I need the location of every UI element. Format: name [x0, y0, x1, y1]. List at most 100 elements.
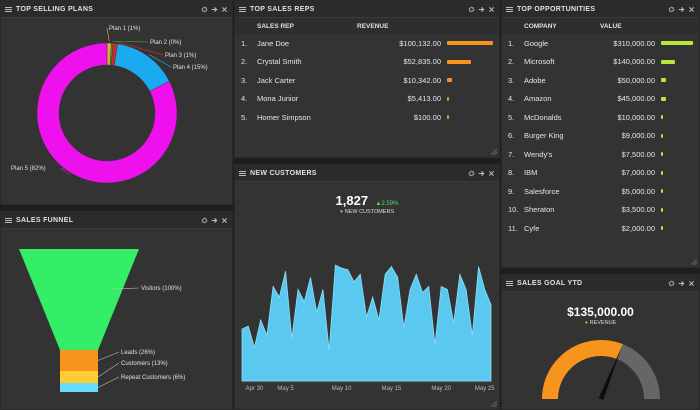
donut-leader-line: [60, 167, 70, 175]
share-icon[interactable]: [678, 6, 685, 13]
row-value: $9,000.00: [621, 131, 655, 141]
row-value: $2,000.00: [621, 223, 655, 233]
donut-slice[interactable]: [36, 42, 178, 184]
row-name: Sheraton: [524, 205, 555, 215]
new-customers-total: 1,827: [335, 193, 369, 208]
value-bar: [661, 152, 663, 157]
funnel-leader-line: [97, 351, 120, 361]
table-row: 1. Jane Doe $100,132.00: [235, 34, 499, 53]
resize-handle-icon[interactable]: [491, 149, 497, 155]
row-rank: 4.: [508, 94, 515, 104]
gear-icon[interactable]: [468, 6, 475, 13]
row-rank: 3.: [508, 75, 515, 85]
funnel-stage[interactable]: [60, 350, 98, 371]
row-name: Jane Doe: [257, 38, 290, 48]
close-icon[interactable]: [488, 6, 495, 13]
value-bar: [661, 78, 667, 83]
column-header-sales-rep: SALES REP: [257, 22, 294, 30]
row-name: Burger King: [524, 131, 564, 141]
row-value: $7,500.00: [621, 149, 655, 159]
top-selling-plans-widget: TOP SELLING PLANS Plan 1 (1%) Plan 2 (0%)…: [0, 0, 233, 205]
funnel-stage[interactable]: [60, 383, 98, 392]
row-name: IBM: [524, 168, 538, 178]
resize-handle-icon[interactable]: [691, 259, 697, 265]
sales-funnel-widget: SALES FUNNEL Visitors (100%) Leads (26%) C…: [0, 211, 233, 410]
row-rank: 4.: [241, 94, 248, 104]
donut-slice[interactable]: [114, 43, 170, 92]
table-row: 4. Mona Junior $5,413.00: [235, 90, 499, 109]
funnel-leader-line: [97, 362, 120, 378]
share-icon[interactable]: [478, 170, 485, 177]
widget-header[interactable]: TOP OPPORTUNITIES: [502, 1, 699, 18]
funnel-stage-label: Customers (13%): [121, 361, 168, 367]
close-icon[interactable]: [221, 6, 228, 13]
gear-icon[interactable]: [201, 6, 208, 13]
row-value: $50,000.00: [617, 75, 655, 85]
area-series: [241, 264, 492, 382]
gear-icon[interactable]: [201, 217, 208, 224]
row-rank: 3.: [241, 75, 248, 85]
funnel-stage-label: Leads (26%): [121, 350, 155, 356]
row-rank: 11.: [508, 223, 518, 233]
donut-leader-line: [112, 40, 149, 43]
table-row: 6. Burger King $9,000.00: [502, 127, 699, 146]
gauge-chart: [542, 340, 660, 400]
row-name: Cyfe: [524, 223, 540, 233]
x-tick-label: May 10: [332, 386, 352, 392]
row-rank: 10.: [508, 205, 519, 215]
widget-header[interactable]: NEW CUSTOMERS: [235, 165, 499, 182]
row-value: $10,342.00: [403, 75, 441, 85]
donut-leader-line: [106, 27, 110, 42]
close-icon[interactable]: [688, 6, 695, 13]
new-customers-widget: NEW CUSTOMERS 1,827 ▲2.59% ● NEW CUSTOME…: [234, 164, 500, 410]
widget-header[interactable]: SALES FUNNEL: [1, 212, 232, 229]
share-icon[interactable]: [678, 280, 685, 287]
row-rank: 2.: [241, 57, 248, 67]
close-icon[interactable]: [221, 217, 228, 224]
table-row: 3. Adobe $50,000.00: [502, 71, 699, 90]
row-name: Salesforce: [524, 186, 560, 196]
widget-header[interactable]: SALES GOAL YTD: [502, 275, 699, 292]
row-rank: 8.: [508, 168, 515, 178]
gear-icon[interactable]: [468, 170, 475, 177]
table-row: 5. Homer Simpson $100.00: [235, 108, 499, 127]
close-icon[interactable]: [488, 170, 495, 177]
legend-label: NEW CUSTOMERS: [344, 209, 395, 215]
value-bar: [661, 207, 663, 212]
gear-icon[interactable]: [668, 280, 675, 287]
opportunities-table: COMPANY VALUE 1. Google $310,000.00 2. Micro…: [502, 18, 699, 238]
widget-header[interactable]: TOP SELLING PLANS: [1, 1, 232, 18]
column-header-value: VALUE: [600, 22, 622, 30]
funnel-stage[interactable]: [60, 371, 98, 383]
menu-icon[interactable]: [506, 282, 513, 284]
menu-icon[interactable]: [239, 172, 246, 174]
donut-slice-label: Plan 1 (1%): [109, 26, 140, 32]
value-bar: [661, 226, 663, 231]
share-icon[interactable]: [478, 6, 485, 13]
gear-icon[interactable]: [668, 6, 675, 13]
row-value: $5,413.00: [407, 94, 441, 104]
menu-icon[interactable]: [506, 8, 513, 10]
value-bar: [661, 59, 676, 64]
value-bar: [661, 41, 693, 46]
funnel-stage[interactable]: [19, 249, 139, 350]
row-name: Jack Carter: [257, 75, 296, 85]
menu-icon[interactable]: [5, 8, 12, 10]
top-sales-reps-widget: TOP SALES REPS SALES REP REVENUE 1. Jane …: [234, 0, 500, 158]
table-row: 9. Salesforce $5,000.00: [502, 182, 699, 201]
row-name: Homer Simpson: [257, 112, 311, 122]
menu-icon[interactable]: [5, 219, 12, 221]
share-icon[interactable]: [211, 217, 218, 224]
row-rank: 7.: [508, 149, 515, 159]
share-icon[interactable]: [211, 6, 218, 13]
sales-goal-amount: $135,000.00: [567, 305, 634, 319]
legend-dot-icon: ●: [339, 209, 344, 215]
x-tick-label: May 15: [382, 386, 402, 392]
resize-handle-icon[interactable]: [491, 401, 497, 407]
close-icon[interactable]: [688, 280, 695, 287]
menu-icon[interactable]: [239, 8, 246, 10]
legend-label: REVENUE: [589, 320, 617, 326]
widget-header[interactable]: TOP SALES REPS: [235, 1, 499, 18]
widget-title: TOP OPPORTUNITIES: [517, 5, 596, 13]
funnel-leader-line: [97, 376, 120, 388]
